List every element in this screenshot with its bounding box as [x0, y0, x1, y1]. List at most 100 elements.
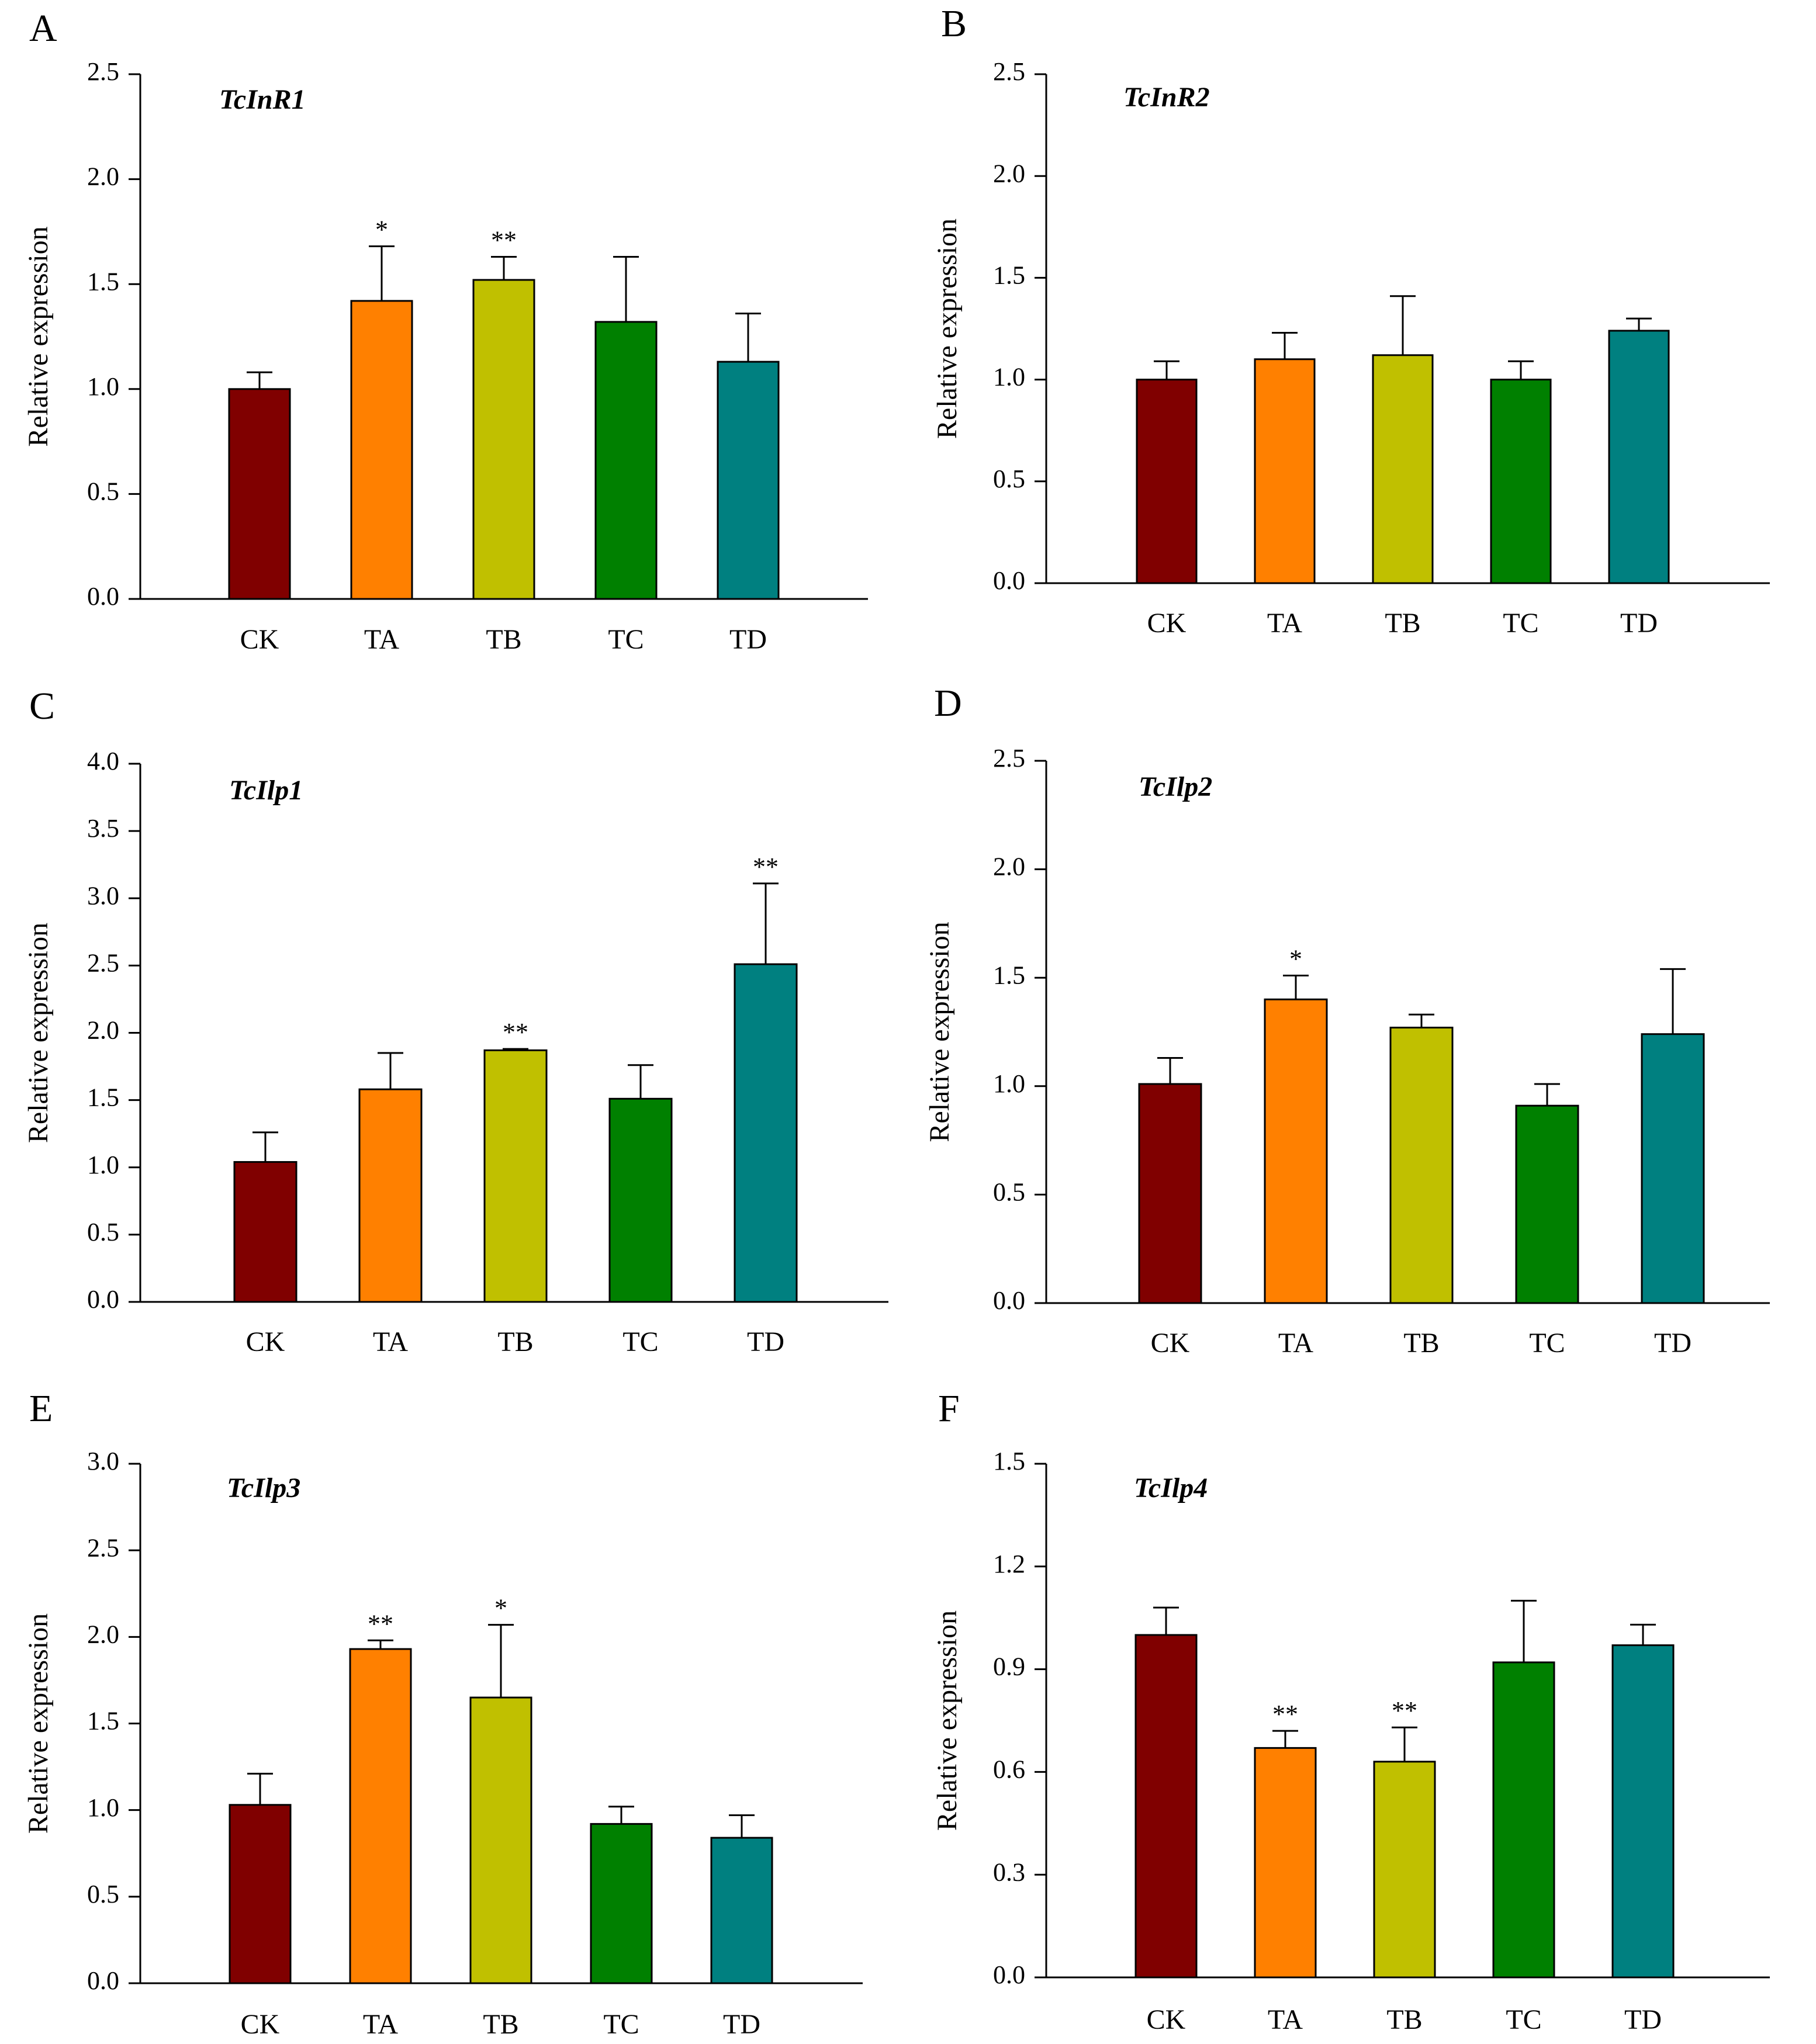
x-tick-label: TA [363, 2009, 398, 2040]
bar-tb [483, 1049, 548, 1303]
panel-f: F TcIlp4 Relative expression 0.0 0.3 0.6 0.9 1.… [932, 1387, 1770, 2035]
y-tick-label: 1.5 [993, 261, 1025, 289]
y-tick-label: 1.2 [993, 1550, 1025, 1578]
y-tick-label: 2.5 [87, 948, 119, 977]
bar-ta [1254, 1747, 1317, 1979]
significance-marker: ** [368, 1609, 393, 1638]
y-tick-label: 1.5 [87, 1083, 119, 1112]
y-tick-label: 1.0 [993, 363, 1025, 392]
chart-title: TcIlp4 [1134, 1473, 1208, 1503]
y-tick-label: 0.5 [993, 1177, 1025, 1206]
y-axis-label: Relative expression [924, 921, 955, 1142]
panel-c: C TcIlp1 Relative expression 0.0 0.5 1.0 1.5 2.… [23, 685, 888, 1357]
bar-ta [1264, 998, 1328, 1304]
bar-tc [1515, 1104, 1579, 1304]
x-tick-label: TA [1267, 608, 1302, 639]
y-tick-label: 1.5 [87, 1707, 119, 1735]
y-tick-label: 1.0 [87, 1793, 119, 1822]
y-tick-label: 2.0 [993, 853, 1025, 881]
bar-tb [1373, 1761, 1436, 1979]
significance-marker: ** [491, 226, 517, 255]
y-tick-label: 0.0 [993, 566, 1025, 595]
x-tick-label: TA [1278, 1328, 1313, 1359]
x-tick-label: TB [1385, 608, 1420, 639]
y-tick-label: 0.5 [87, 1218, 119, 1246]
x-tick-label: TA [364, 624, 399, 655]
panel-letter: A [29, 7, 57, 50]
bar-tb [1389, 1027, 1454, 1304]
y-tick-label: 1.5 [993, 961, 1025, 989]
x-tick-label: TB [1386, 2004, 1422, 2035]
y-tick-label: 2.0 [87, 162, 119, 191]
bar-tc [594, 321, 658, 600]
y-tick-label: 2.0 [87, 1620, 119, 1648]
x-tick-label: TD [1624, 2004, 1662, 2035]
bar-td [734, 963, 798, 1303]
x-tick-label: TC [603, 2009, 639, 2040]
y-tick-label: 2.0 [993, 159, 1025, 188]
y-tick-label: 1.5 [993, 1447, 1025, 1475]
significance-marker: * [375, 216, 388, 244]
x-tick-label: TC [622, 1326, 658, 1357]
panel-letter: B [941, 2, 967, 45]
y-tick-label: 0.0 [87, 582, 119, 611]
bar-ck [1138, 1083, 1202, 1304]
chart-title: TcIlp3 [227, 1473, 300, 1503]
chart-title: TcIlp2 [1139, 771, 1212, 802]
significance-marker: ** [753, 853, 779, 881]
significance-marker: ** [1392, 1696, 1417, 1725]
y-tick-label: 0.5 [87, 477, 119, 505]
y-tick-label: 3.0 [87, 1447, 119, 1475]
bar-ck [229, 1804, 292, 1984]
bar-ta [358, 1088, 423, 1303]
bar-tc [1490, 379, 1552, 584]
bar-tc [590, 1823, 653, 1984]
bar-ck [1134, 1634, 1198, 1979]
bar-ck [233, 1161, 298, 1303]
x-tick-label: CK [1147, 2004, 1186, 2035]
bar-tc [608, 1097, 673, 1303]
x-tick-label: TC [608, 624, 644, 655]
bar-ta [350, 300, 413, 600]
bar-td [1641, 1033, 1705, 1304]
bar-ck [1136, 379, 1198, 584]
x-tick-label: TD [1620, 608, 1658, 639]
y-tick-label: 0.0 [87, 1285, 119, 1314]
y-tick-label: 4.0 [87, 747, 119, 775]
bar-tb [472, 279, 535, 600]
panel-d: D TcIlp2 Relative expression 0.0 0.5 1.0 1.5 2.… [924, 682, 1770, 1359]
y-tick-label: 2.5 [87, 1533, 119, 1562]
significance-marker: ** [1272, 1700, 1298, 1728]
y-axis-label: Relative expression [23, 226, 54, 446]
chart-title: TcIlp1 [229, 775, 303, 806]
x-tick-label: TB [486, 624, 521, 655]
panel-b: B TcInR2 Relative expression 0.0 0.5 1.0 1.5 2.… [932, 2, 1770, 639]
y-tick-label: 0.0 [87, 1966, 119, 1995]
y-tick-label: 0.6 [993, 1755, 1025, 1783]
panel-letter: C [29, 685, 55, 727]
bar-td [717, 361, 780, 600]
y-tick-label: 1.5 [87, 267, 119, 296]
bar-td [1608, 330, 1670, 584]
y-tick-label: 3.0 [87, 881, 119, 910]
x-tick-label: TC [1503, 608, 1538, 639]
y-tick-label: 0.9 [993, 1652, 1025, 1681]
y-tick-label: 0.0 [993, 1286, 1025, 1315]
significance-marker: * [494, 1594, 507, 1623]
x-tick-label: CK [240, 624, 279, 655]
bar-tc [1492, 1661, 1555, 1979]
bar-tb [469, 1696, 532, 1984]
y-tick-label: 3.5 [87, 814, 119, 843]
y-tick-label: 1.0 [87, 372, 119, 401]
x-tick-label: TD [729, 624, 767, 655]
y-tick-label: 0.5 [87, 1880, 119, 1908]
bar-ta [1254, 358, 1316, 584]
y-tick-label: 0.5 [993, 465, 1025, 493]
panel-letter: E [29, 1387, 53, 1430]
x-tick-label: TD [1654, 1328, 1692, 1359]
y-tick-label: 0.0 [993, 1960, 1025, 1989]
bar-td [1611, 1644, 1675, 1979]
x-tick-label: TD [747, 1326, 784, 1357]
y-tick-label: 2.5 [993, 57, 1025, 86]
